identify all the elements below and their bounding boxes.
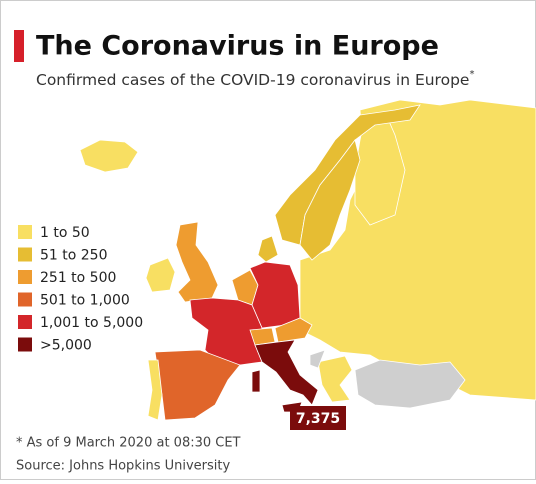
country-portugal xyxy=(147,359,163,421)
source: Source: Johns Hopkins University xyxy=(16,459,230,474)
annotation-box xyxy=(290,406,346,430)
subtitle: Confirmed cases of the COVID-19 coronavi… xyxy=(36,69,474,89)
legend-label: 51 to 250 xyxy=(40,248,108,264)
title-accent xyxy=(14,30,24,62)
country-sardinia xyxy=(251,369,261,393)
legend-label: 501 to 1,000 xyxy=(40,293,130,309)
legend-label: 1 to 50 xyxy=(40,225,90,241)
legend-swatch xyxy=(18,225,32,239)
legend-label: 251 to 500 xyxy=(40,270,116,286)
legend: 1 to 50 51 to 250 251 to 500 501 to 1,000 1,… xyxy=(18,225,143,354)
country-east xyxy=(299,99,536,401)
title: The Coronavirus in Europe xyxy=(36,31,439,62)
subtitle-text: Confirmed cases of the COVID-19 coronavi… xyxy=(36,71,469,89)
country-denmark xyxy=(257,235,279,263)
country-switzerland xyxy=(249,327,276,346)
country-greece xyxy=(317,355,353,403)
map xyxy=(79,99,536,421)
country-balkans xyxy=(309,349,326,369)
legend-label: 1,001 to 5,000 xyxy=(40,315,143,331)
legend-swatch xyxy=(18,292,32,307)
legend-swatch xyxy=(18,315,32,329)
footnote: * As of 9 March 2020 at 08:30 CET xyxy=(16,436,241,451)
country-iceland xyxy=(79,139,139,173)
country-turkey xyxy=(354,359,466,409)
legend-swatch xyxy=(18,247,32,262)
country-italy xyxy=(254,339,319,406)
country-ireland xyxy=(145,257,176,293)
subtitle-mark: * xyxy=(469,69,474,80)
legend-label: >5,000 xyxy=(40,338,92,354)
annotation: 7,375 xyxy=(296,411,340,427)
country-austria xyxy=(274,317,313,343)
legend-swatch xyxy=(18,270,32,284)
country-sweden xyxy=(299,139,361,261)
legend-swatch xyxy=(18,337,32,352)
